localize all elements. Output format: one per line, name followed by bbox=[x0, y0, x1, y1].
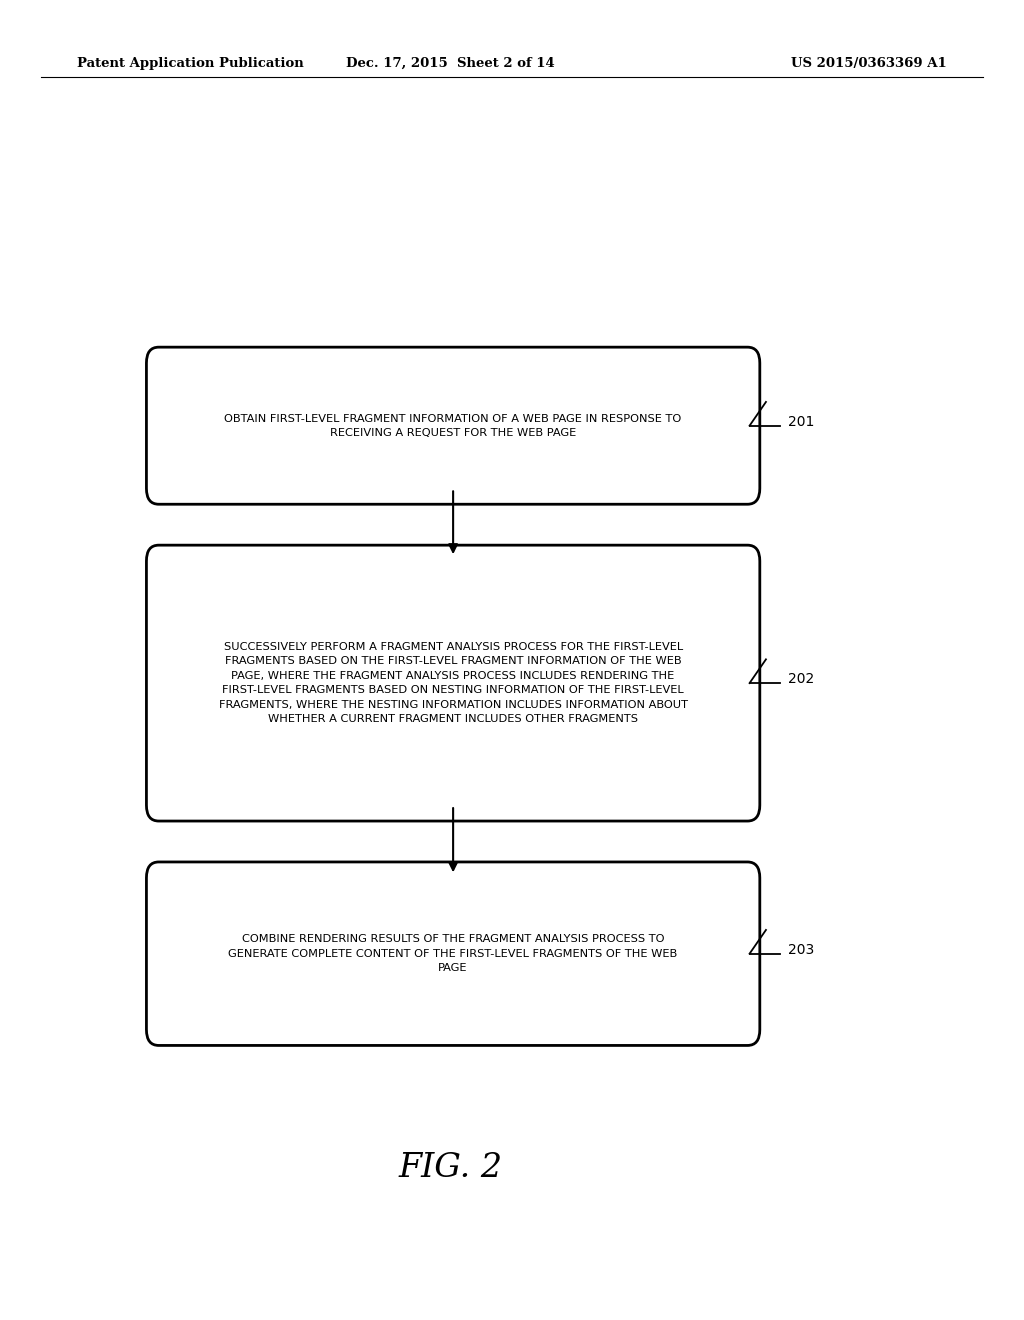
Text: 203: 203 bbox=[788, 942, 815, 957]
FancyBboxPatch shape bbox=[146, 347, 760, 504]
Text: 202: 202 bbox=[788, 672, 815, 686]
Text: Patent Application Publication: Patent Application Publication bbox=[77, 57, 303, 70]
Text: COMBINE RENDERING RESULTS OF THE FRAGMENT ANALYSIS PROCESS TO
GENERATE COMPLETE : COMBINE RENDERING RESULTS OF THE FRAGMEN… bbox=[228, 935, 678, 973]
Text: SUCCESSIVELY PERFORM A FRAGMENT ANALYSIS PROCESS FOR THE FIRST-LEVEL
FRAGMENTS B: SUCCESSIVELY PERFORM A FRAGMENT ANALYSIS… bbox=[218, 642, 688, 725]
Text: Dec. 17, 2015  Sheet 2 of 14: Dec. 17, 2015 Sheet 2 of 14 bbox=[346, 57, 555, 70]
Text: OBTAIN FIRST-LEVEL FRAGMENT INFORMATION OF A WEB PAGE IN RESPONSE TO
RECEIVING A: OBTAIN FIRST-LEVEL FRAGMENT INFORMATION … bbox=[224, 413, 682, 438]
Text: 201: 201 bbox=[788, 414, 815, 429]
Text: US 2015/0363369 A1: US 2015/0363369 A1 bbox=[792, 57, 947, 70]
FancyBboxPatch shape bbox=[146, 862, 760, 1045]
FancyBboxPatch shape bbox=[146, 545, 760, 821]
Text: FIG. 2: FIG. 2 bbox=[398, 1152, 503, 1184]
